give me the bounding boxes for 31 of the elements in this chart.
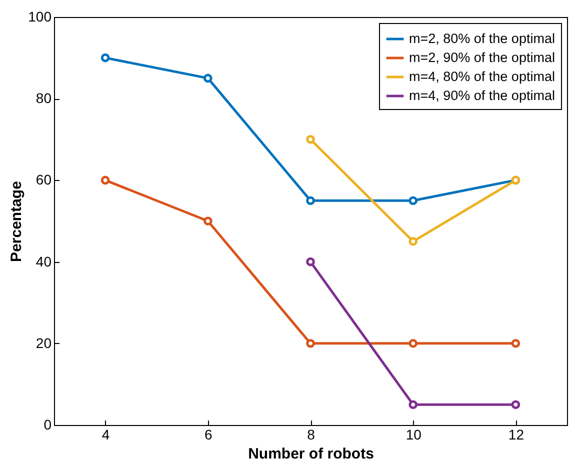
legend-label: m=2, 90% of the optimal [409, 50, 555, 65]
point [408, 338, 418, 348]
x-tick-label: 10 [406, 426, 422, 442]
point [306, 134, 315, 144]
legend-label: m=4, 80% of the optimal [409, 69, 555, 84]
y-tick-label: 100 [28, 8, 52, 24]
point [408, 236, 418, 246]
y-tick-label: 20 [36, 334, 52, 351]
legend-label: m=4, 90% of the optimal [409, 88, 555, 103]
point [306, 338, 315, 348]
y-axis-title: Percentage [8, 181, 26, 262]
point [306, 196, 315, 206]
point [511, 400, 520, 410]
point [100, 176, 110, 185]
y-tick-label: 60 [36, 172, 52, 188]
point [306, 257, 315, 266]
x-tick-label: 12 [508, 426, 524, 442]
x-tick-label: 6 [204, 426, 212, 442]
x-tick-label: 8 [307, 426, 316, 442]
point [203, 74, 212, 83]
point [408, 196, 418, 206]
point [511, 338, 520, 348]
point [203, 216, 212, 226]
y-tick-label: 40 [36, 253, 52, 270]
legend-label: m=2, 80% of the optimal [409, 31, 555, 46]
point [408, 400, 418, 410]
point [100, 53, 110, 62]
x-tick-label: 4 [102, 426, 110, 442]
y-tick-label: 0 [44, 416, 52, 432]
x-axis-title: Number of robots [248, 446, 374, 462]
y-tick-label: 80 [36, 90, 52, 106]
